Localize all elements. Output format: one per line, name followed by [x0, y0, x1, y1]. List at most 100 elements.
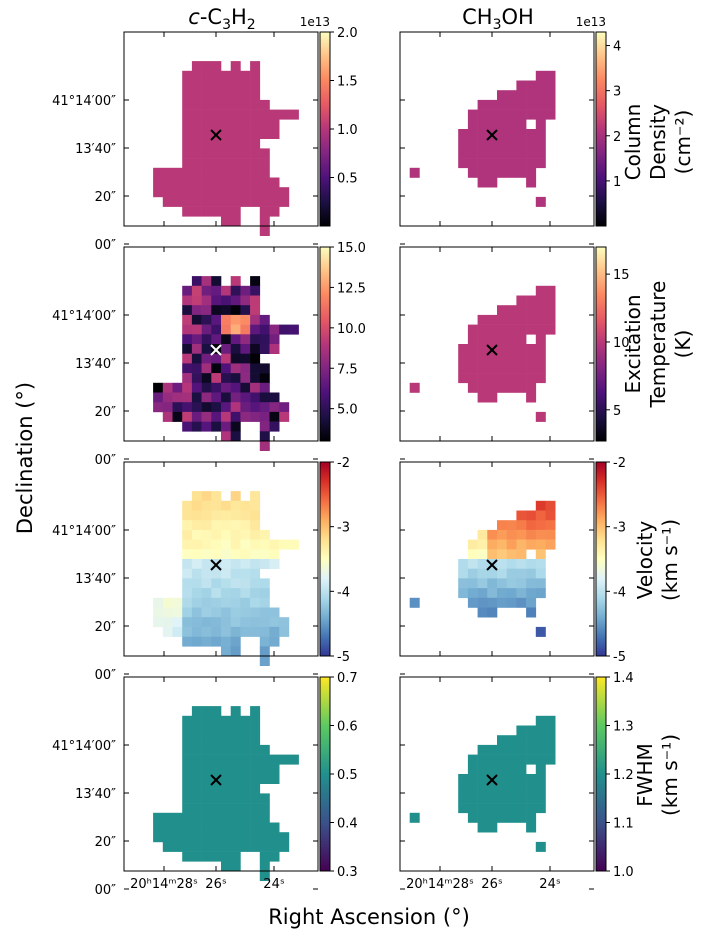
- map-pixel: [497, 578, 507, 589]
- map-pixel: [211, 206, 222, 217]
- map-pixel: [230, 314, 241, 325]
- map-pixel: [201, 774, 212, 784]
- map-pixel: [250, 70, 261, 81]
- map-pixel: [279, 539, 290, 550]
- map-pixel: [211, 783, 222, 794]
- map-pixel: [221, 861, 231, 872]
- map-pixel: [182, 520, 193, 531]
- map-pixel: [288, 324, 299, 335]
- map-pixel: [526, 597, 537, 608]
- map-pixel: [230, 578, 241, 589]
- plot-frame: [399, 246, 595, 442]
- map-pixel: [506, 148, 517, 159]
- map-pixel: [221, 344, 231, 354]
- map-pixel: [288, 109, 299, 120]
- map-pixel: [191, 109, 202, 120]
- map-pixel: [497, 597, 507, 608]
- map-pixel: [458, 568, 469, 579]
- map-pixel: [221, 90, 231, 101]
- colorbar-tick-label: 0.5: [337, 172, 358, 187]
- map-pixel: [211, 196, 222, 207]
- colorbar-tick-label: -4: [613, 585, 626, 600]
- map-pixel: [467, 109, 478, 120]
- map-pixel: [477, 353, 488, 364]
- map-pixel: [487, 588, 498, 599]
- map-pixel: [259, 744, 270, 755]
- map-pixel: [240, 392, 251, 403]
- map-pixel: [269, 334, 280, 345]
- map-pixel: [250, 334, 261, 345]
- map-pixel: [516, 764, 527, 775]
- map-pixel: [477, 764, 488, 775]
- map-pixel: [182, 715, 193, 726]
- map-pixel: [182, 539, 193, 550]
- map-pixel: [240, 597, 251, 608]
- map-pixel: [172, 841, 183, 852]
- map-pixel: [250, 588, 261, 599]
- map-pixel: [467, 578, 478, 589]
- map-pixel: [259, 754, 270, 765]
- map-pixel: [497, 529, 507, 540]
- map-pixel: [182, 158, 193, 169]
- map-pixel: [230, 61, 241, 72]
- map-pixel: [182, 626, 193, 637]
- map-pixel: [201, 851, 212, 862]
- map-pixel: [497, 588, 507, 599]
- map-pixel: [211, 295, 222, 306]
- map-pixel: [221, 617, 231, 628]
- map-pixel: [467, 793, 478, 804]
- ra-tick-label: 26ˢ: [481, 877, 503, 892]
- map-pixel: [506, 99, 517, 110]
- map-pixel: [191, 841, 202, 852]
- map-pixel: [182, 617, 193, 628]
- map-pixel: [240, 295, 251, 306]
- map-pixel: [545, 314, 556, 325]
- map-pixel: [191, 314, 202, 325]
- map-pixel: [221, 539, 231, 550]
- map-pixel: [230, 725, 241, 736]
- map-pixel: [516, 119, 527, 130]
- map-pixel: [162, 841, 173, 852]
- map-pixel: [191, 80, 202, 91]
- map-pixel: [269, 421, 280, 432]
- map-pixel: [516, 167, 527, 178]
- map-pixel: [477, 99, 488, 110]
- map-pixel: [211, 411, 222, 422]
- map-pixel: [230, 812, 241, 823]
- map-pixel: [516, 353, 527, 364]
- map-pixel: [191, 285, 202, 296]
- map-pixel: [182, 754, 193, 765]
- map-pixel: [467, 148, 478, 159]
- map-pixel: [221, 99, 231, 110]
- map-pixel: [250, 80, 261, 91]
- map-pixel: [259, 774, 270, 784]
- map-pixel: [526, 607, 537, 618]
- map-pixel: [506, 314, 517, 325]
- map-pixel: [191, 353, 202, 364]
- map-pixel: [506, 597, 517, 608]
- map-pixel: [191, 510, 202, 521]
- map-pixel: [191, 138, 202, 149]
- map-pixel: [477, 314, 488, 325]
- map-pixel: [535, 793, 546, 804]
- map-pixel: [487, 529, 498, 540]
- map-pixel: [211, 353, 222, 364]
- map-pixel: [497, 119, 507, 130]
- map-pixel: [458, 373, 469, 384]
- map-pixel: [497, 129, 507, 139]
- map-pixel: [526, 295, 537, 306]
- map-pixel: [211, 617, 222, 628]
- map-pixel: [477, 529, 488, 540]
- map-pixel: [467, 138, 478, 149]
- map-pixel: [259, 841, 270, 852]
- map-pixel: [191, 588, 202, 599]
- map-pixel: [250, 411, 261, 422]
- map-pixel: [467, 119, 478, 130]
- dec-tick-label: 00″: [95, 883, 117, 898]
- map-pixel: [497, 109, 507, 120]
- map-pixel: [516, 344, 527, 354]
- map-pixel: [201, 421, 212, 432]
- map-pixel: [526, 754, 537, 765]
- map-pixel: [191, 196, 202, 207]
- colorbar-tick-label: -3: [337, 521, 350, 536]
